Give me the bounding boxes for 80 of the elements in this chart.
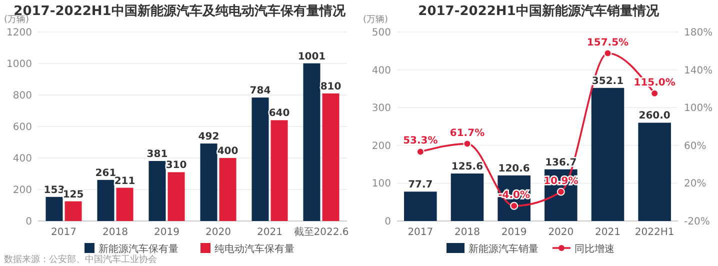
y2-tick-label: 20% bbox=[684, 178, 706, 190]
y-tick-label: 400 bbox=[12, 154, 32, 164]
y-tick-label: 1000 bbox=[6, 59, 32, 70]
bar bbox=[200, 144, 218, 221]
data-label: 492 bbox=[198, 132, 220, 143]
point bbox=[604, 49, 612, 58]
x-tick-label: 2019 bbox=[501, 227, 527, 238]
data-label: 381 bbox=[146, 148, 168, 160]
data-label: 211 bbox=[114, 176, 136, 187]
point bbox=[463, 140, 472, 148]
y2-tick-label: 180% bbox=[684, 28, 713, 38]
x-tick-label: 2017 bbox=[51, 227, 76, 238]
x-tick-label: 2020 bbox=[206, 227, 231, 238]
bar bbox=[64, 201, 82, 221]
data-label: 77.7 bbox=[408, 180, 433, 191]
y-tick-label: 1200 bbox=[6, 28, 32, 38]
y2-tick-label: 100% bbox=[684, 103, 713, 114]
data-label: 157.5% bbox=[586, 37, 629, 48]
bar bbox=[404, 192, 437, 221]
bar bbox=[148, 160, 166, 221]
bar bbox=[116, 188, 134, 221]
data-label: 261 bbox=[95, 168, 116, 179]
y2-tick-label: -20% bbox=[684, 216, 710, 228]
bar bbox=[450, 174, 484, 221]
y-tick-label: 400 bbox=[372, 65, 391, 76]
data-label: 120.6 bbox=[498, 163, 530, 174]
point bbox=[556, 188, 565, 196]
x-tick-label: 2018 bbox=[102, 227, 128, 238]
y-axis-title: (万辆) bbox=[4, 14, 30, 25]
y2-tick-label: 140% bbox=[684, 65, 713, 76]
chart-title: 2017-2022H1中国新能源汽车销量情况 bbox=[418, 3, 660, 19]
legend-label: 同比增速 bbox=[574, 243, 614, 255]
y-tick-label: 0 bbox=[26, 216, 32, 228]
y2-tick-label: 60% bbox=[684, 140, 706, 152]
bar bbox=[252, 98, 269, 221]
x-tick-label: 截至2022.6 bbox=[294, 226, 349, 238]
bar bbox=[638, 122, 671, 221]
y-tick-label: 200 bbox=[372, 140, 391, 152]
x-tick-label: 2019 bbox=[154, 227, 180, 238]
data-label: 400 bbox=[217, 146, 238, 157]
y-tick-label: 200 bbox=[12, 185, 32, 196]
data-label: 784 bbox=[250, 86, 271, 97]
legend-label: 新能源汽车保有量 bbox=[98, 243, 178, 255]
y-axis-title: (万辆) bbox=[363, 14, 388, 25]
data-label: 310 bbox=[166, 160, 187, 172]
data-label: 125 bbox=[62, 189, 84, 200]
x-tick-label: 2021 bbox=[595, 227, 620, 238]
x-tick-label: 2017 bbox=[408, 227, 434, 238]
data-label: 810 bbox=[320, 81, 342, 92]
x-tick-label: 2020 bbox=[548, 227, 574, 238]
bar bbox=[46, 196, 63, 221]
bar bbox=[270, 120, 288, 221]
data-label: 260.0 bbox=[638, 110, 670, 122]
x-tick-label: 2018 bbox=[454, 227, 480, 238]
data-label: 153 bbox=[44, 184, 65, 196]
source-note: 数据来源：公安部、中国汽车工业协会 bbox=[4, 254, 157, 265]
x-tick-label: 2022H1 bbox=[634, 227, 674, 238]
legend-label: 新能源汽车销量 bbox=[468, 243, 538, 255]
y-tick-label: 600 bbox=[12, 122, 32, 133]
point bbox=[416, 148, 424, 156]
point bbox=[650, 89, 659, 98]
data-label: 1001 bbox=[298, 51, 326, 62]
data-label: 61.7% bbox=[450, 128, 485, 139]
y-tick-label: 800 bbox=[12, 90, 32, 102]
bar bbox=[322, 93, 340, 221]
legend-label: 纯电动汽车保有量 bbox=[214, 243, 294, 255]
y-tick-label: 0 bbox=[384, 216, 391, 228]
y-tick-label: 100 bbox=[372, 178, 391, 190]
data-label: 53.3% bbox=[403, 136, 438, 147]
bar bbox=[303, 63, 320, 221]
bar bbox=[97, 180, 114, 221]
point bbox=[510, 202, 518, 210]
x-tick-label: 2021 bbox=[257, 227, 282, 238]
bar bbox=[219, 158, 236, 221]
bar bbox=[168, 172, 185, 221]
y-tick-label: 500 bbox=[372, 28, 391, 38]
y-tick-label: 300 bbox=[372, 103, 391, 114]
bar bbox=[591, 88, 624, 221]
data-label: 640 bbox=[268, 108, 290, 120]
data-label: 125.6 bbox=[451, 162, 484, 173]
